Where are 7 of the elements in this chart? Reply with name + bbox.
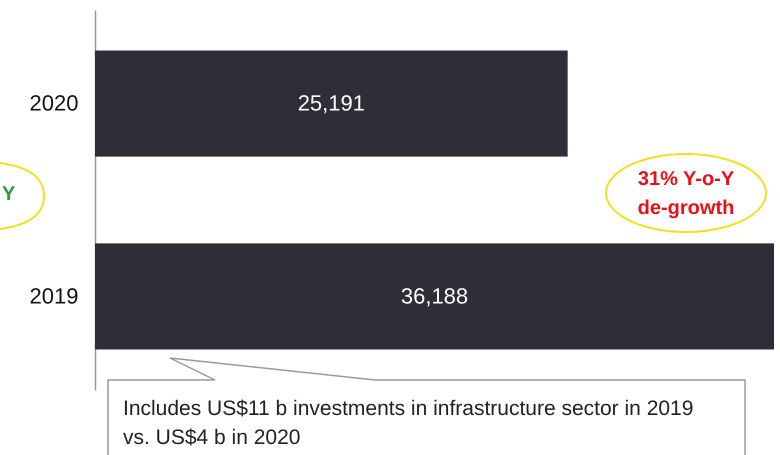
- data-label: 25,191: [298, 90, 365, 116]
- text: Y: [2, 183, 16, 206]
- y-tick-label: 2019: [30, 283, 78, 308]
- annotation: 31% Y-o-Y de-growth: [636, 167, 736, 221]
- text: Includes US$11 b investments in infrastructure sector in 2019 vs. US$4 b in 2020: [123, 396, 694, 451]
- y-tick-label: 2020: [30, 90, 78, 116]
- data-label: 36,188: [400, 283, 468, 308]
